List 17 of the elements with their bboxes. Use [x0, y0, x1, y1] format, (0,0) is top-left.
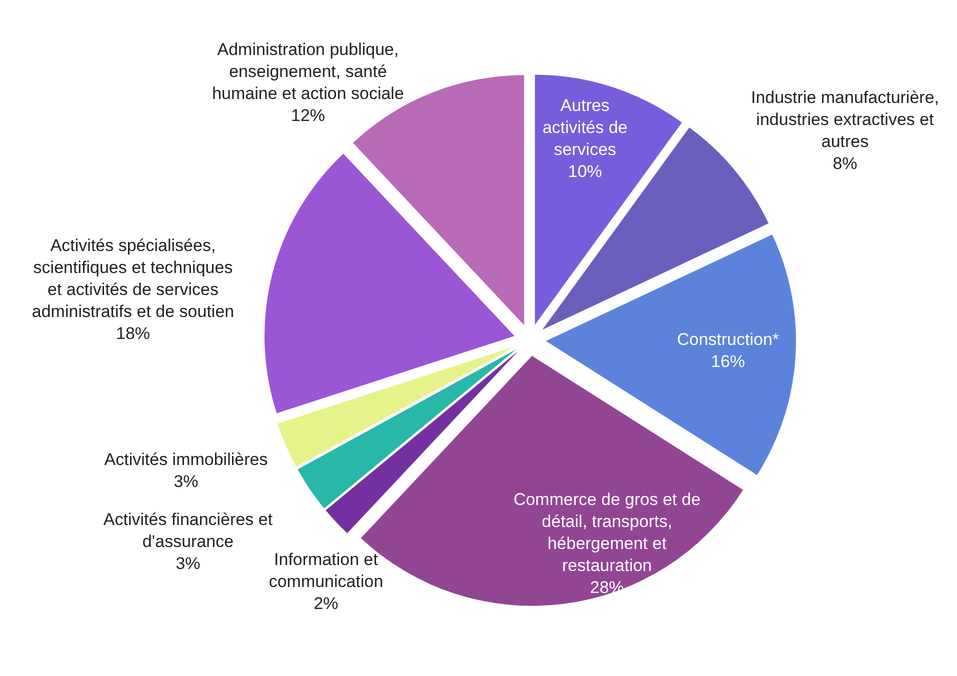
data-label: 2%: [314, 594, 338, 613]
data-label: 10%: [568, 162, 602, 181]
data-label: 3%: [176, 554, 200, 573]
slice-label: Activités immobilières: [104, 450, 268, 469]
data-label: 12%: [290, 106, 326, 125]
slice-label: Commerce de gros et de détail, transports, hébergement et restauration: [513, 490, 701, 575]
slice-label: Activités financières et d'assurance: [103, 510, 273, 551]
slice-label: Administration publique, enseignement, santé humaine et action sociale: [212, 40, 404, 103]
slice-label: Activités spécialisées, scientifiques et techniques et activités de services administratifs et de soutien: [32, 236, 234, 321]
data-label: 16%: [710, 352, 746, 371]
data-label: 8%: [832, 154, 858, 173]
slice-label: Construction*: [676, 330, 780, 349]
slice-label: Industrie manufacturière, industries extractives et autres: [750, 88, 940, 151]
data-label: 3%: [174, 472, 198, 491]
slice-label: Information et communication: [268, 550, 384, 591]
slice-label: Autres activités de services: [542, 96, 628, 159]
data-label: 18%: [116, 324, 150, 343]
